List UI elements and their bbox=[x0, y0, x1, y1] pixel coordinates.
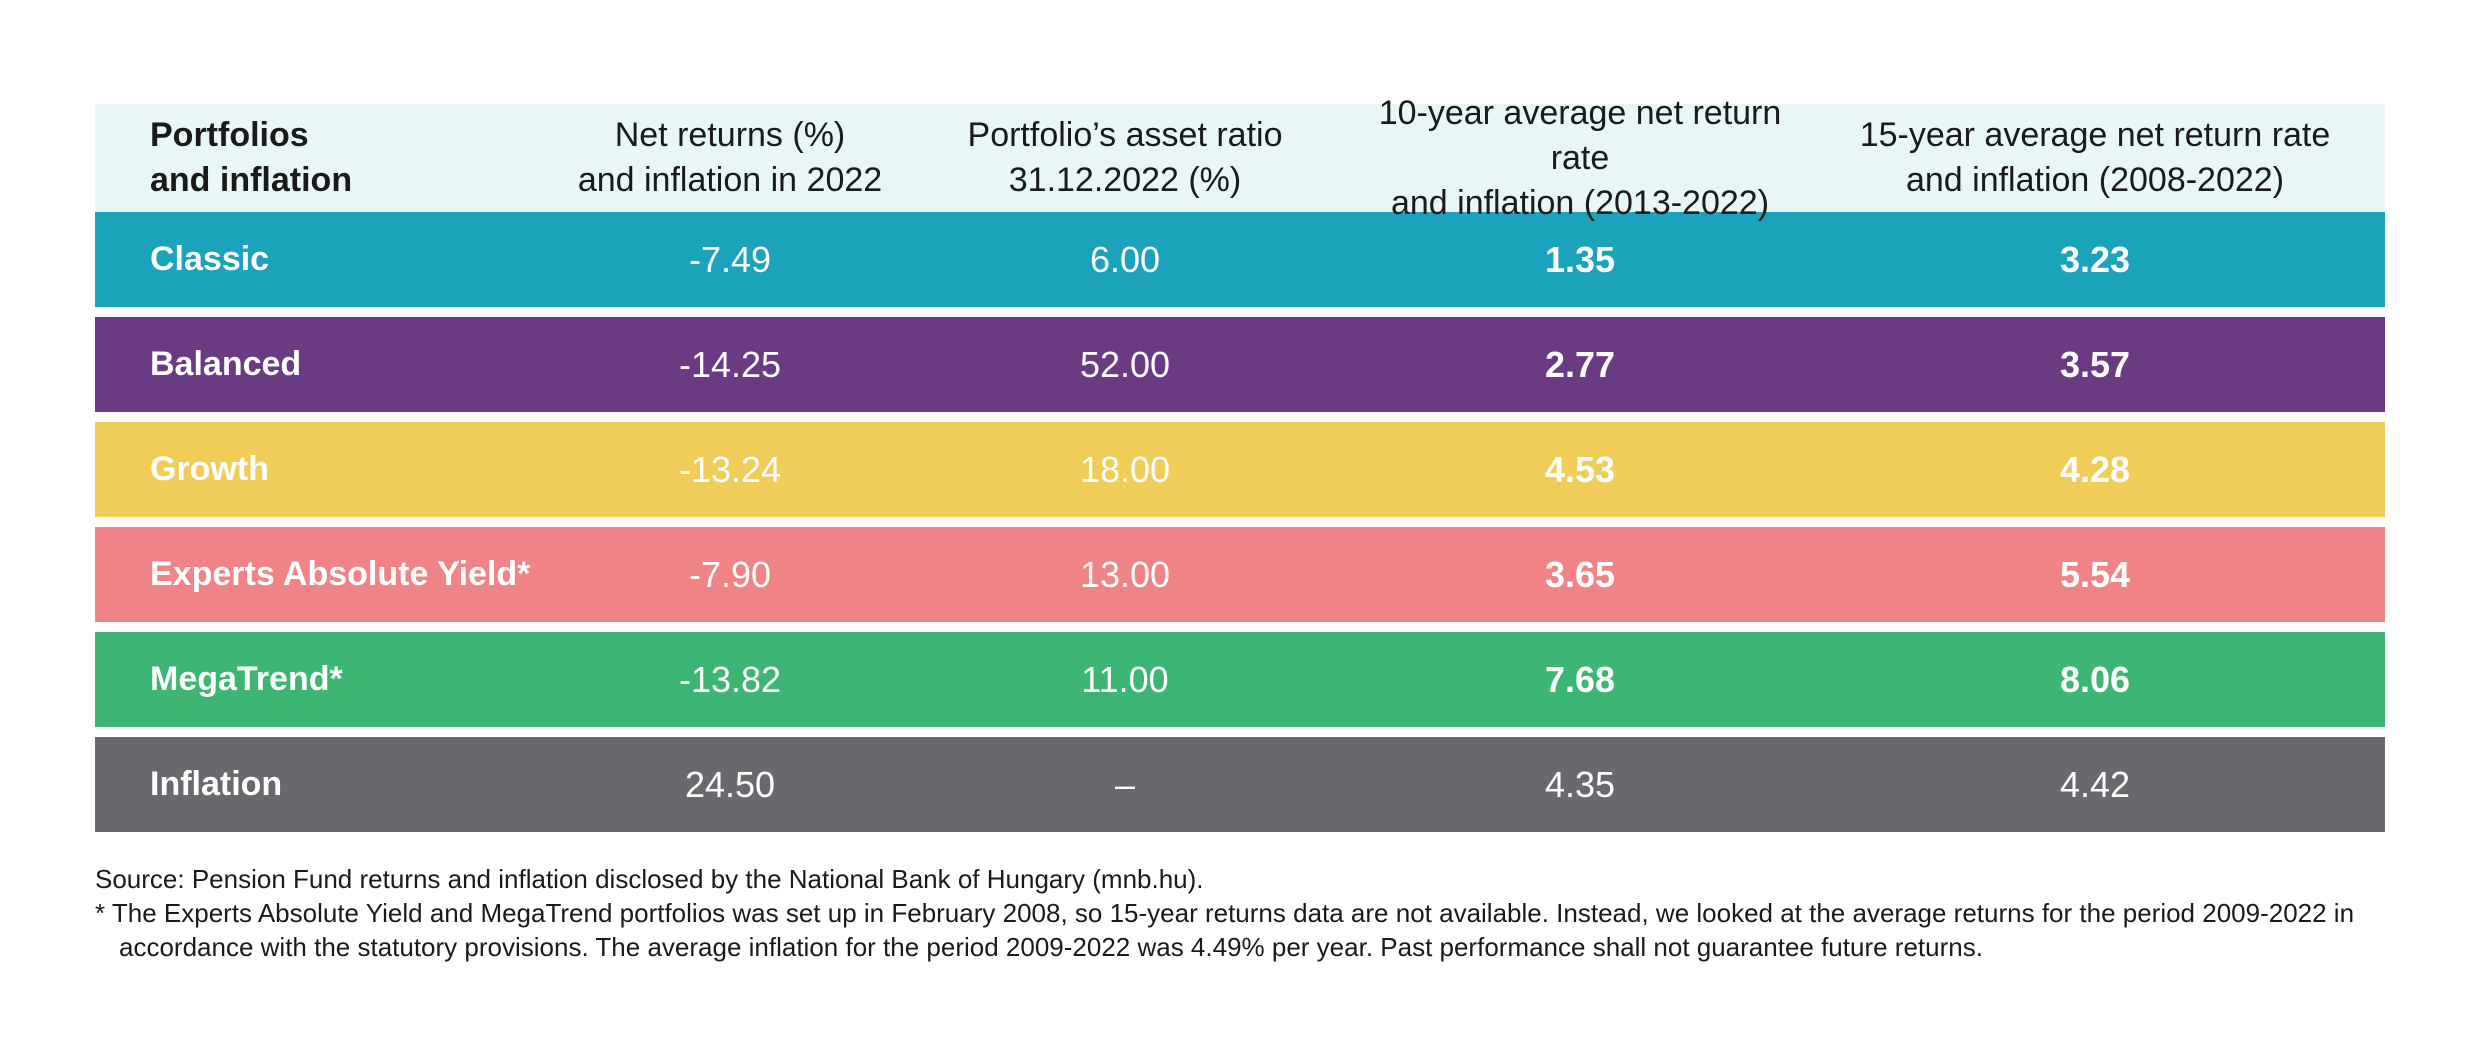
avg-15-year-cell: 8.06 bbox=[2059, 658, 2131, 700]
header-portfolios-line1: Portfolios bbox=[150, 116, 309, 154]
header-asset-ratio: Portfolio’s asset ratio 31.12.2022 (%) bbox=[895, 113, 1355, 203]
avg-10-year-cell: 2.77 bbox=[1544, 343, 1616, 385]
portfolio-name: Growth bbox=[150, 450, 269, 488]
net-return-2022-cell: -13.82 bbox=[678, 658, 782, 700]
net-return-2022-cell: 24.50 bbox=[684, 763, 776, 805]
avg-10-year-cell: 3.65 bbox=[1544, 553, 1616, 595]
avg-15-year-cell: 3.57 bbox=[2059, 343, 2131, 385]
returns-table: Portfolios and inflation Net returns (%)… bbox=[95, 94, 2385, 832]
avg-15-year-cell: 3.23 bbox=[2059, 238, 2131, 280]
table-row: Balanced -14.25 52.00 2.77 3.57 bbox=[95, 317, 2385, 412]
table-row: Inflation 24.50 – 4.35 4.42 bbox=[95, 737, 2385, 832]
table-body: Classic -7.49 6.00 1.35 3.23 Balanced -14.25 52… bbox=[95, 212, 2385, 832]
asset-ratio-cell: 6.00 bbox=[1089, 238, 1161, 280]
asset-ratio-cell: 13.00 bbox=[1079, 553, 1171, 595]
net-return-2022-cell: -7.90 bbox=[688, 553, 772, 595]
net-return-2022-cell: -13.24 bbox=[678, 448, 782, 490]
header-portfolios: Portfolios and inflation bbox=[95, 113, 565, 203]
asset-ratio-cell: – bbox=[1114, 763, 1136, 805]
header-net-returns-line1: Net returns (%) bbox=[614, 116, 846, 154]
portfolio-name: Balanced bbox=[150, 345, 302, 383]
table-row: MegaTrend* -13.82 11.00 7.68 8.06 bbox=[95, 632, 2385, 727]
avg-15-year-cell: 4.28 bbox=[2059, 448, 2131, 490]
avg-10-year-cell: 7.68 bbox=[1544, 658, 1616, 700]
header-15-year-line1: 15-year average net return rate bbox=[1859, 116, 2331, 154]
avg-10-year-cell: 4.53 bbox=[1544, 448, 1616, 490]
table-row: Experts Absolute Yield* -7.90 13.00 3.65 5.5… bbox=[95, 527, 2385, 622]
source-note: Source: Pension Fund returns and inflati… bbox=[95, 864, 1204, 894]
table-row: Growth -13.24 18.00 4.53 4.28 bbox=[95, 422, 2385, 517]
footnotes: Source: Pension Fund returns and inflati… bbox=[95, 862, 2395, 964]
portfolio-name: MegaTrend* bbox=[150, 660, 343, 698]
header-asset-ratio-line2: 31.12.2022 (%) bbox=[1008, 161, 1242, 199]
table-header: Portfolios and inflation Net returns (%)… bbox=[95, 94, 2385, 222]
portfolio-name: Classic bbox=[150, 240, 270, 278]
asset-ratio-cell: 11.00 bbox=[1081, 658, 1169, 700]
header-15-year-line2: and inflation (2008-2022) bbox=[1905, 161, 2285, 199]
header-net-returns-line2: and inflation in 2022 bbox=[577, 161, 883, 199]
asterisk-note: * The Experts Absolute Yield and MegaTre… bbox=[95, 898, 2355, 962]
avg-10-year-cell: 4.35 bbox=[1544, 763, 1616, 805]
header-portfolios-line2: and inflation bbox=[150, 161, 353, 199]
header-15-year: 15-year average net return rate and infl… bbox=[1805, 113, 2385, 203]
asset-ratio-cell: 52.00 bbox=[1079, 343, 1171, 385]
header-10-year-line2: and inflation (2013-2022) bbox=[1390, 183, 1770, 222]
portfolio-name: Inflation bbox=[150, 765, 283, 803]
header-net-returns: Net returns (%) and inflation in 2022 bbox=[565, 113, 895, 203]
net-return-2022-cell: -7.49 bbox=[688, 238, 772, 280]
avg-15-year-cell: 5.54 bbox=[2059, 553, 2131, 595]
header-10-year-line1: 10-year average net return rate bbox=[1378, 93, 1782, 177]
net-return-2022-cell: -14.25 bbox=[678, 343, 782, 385]
header-asset-ratio-line1: Portfolio’s asset ratio bbox=[967, 116, 1283, 154]
portfolio-name: Experts Absolute Yield* bbox=[150, 555, 531, 593]
asset-ratio-cell: 18.00 bbox=[1079, 448, 1171, 490]
table-row: Classic -7.49 6.00 1.35 3.23 bbox=[95, 212, 2385, 307]
avg-10-year-cell: 1.35 bbox=[1544, 238, 1616, 280]
avg-15-year-cell: 4.42 bbox=[2059, 763, 2131, 805]
header-10-year: 10-year average net return rate and infl… bbox=[1355, 91, 1805, 226]
